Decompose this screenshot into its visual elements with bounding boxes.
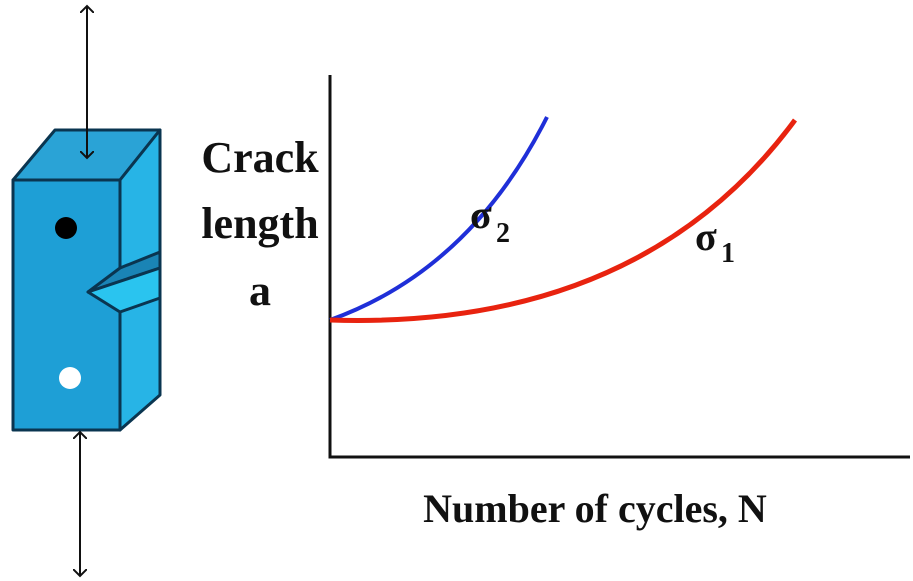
pin-hole [59,367,81,389]
y-axis-label: length [201,199,318,248]
x-axis-label: Number of cycles, N [423,486,767,531]
y-axis-label: Crack [201,133,319,182]
curve-label: σ [470,192,492,237]
y-axis-label: a [249,266,271,315]
curve [329,118,798,323]
curve-subscript: 1 [721,238,735,269]
axes [328,75,910,459]
pin-hole [55,217,77,239]
curve-label: σ [695,214,717,259]
curve [329,116,549,322]
curve-subscript: 2 [496,218,510,249]
specimen [11,128,162,432]
